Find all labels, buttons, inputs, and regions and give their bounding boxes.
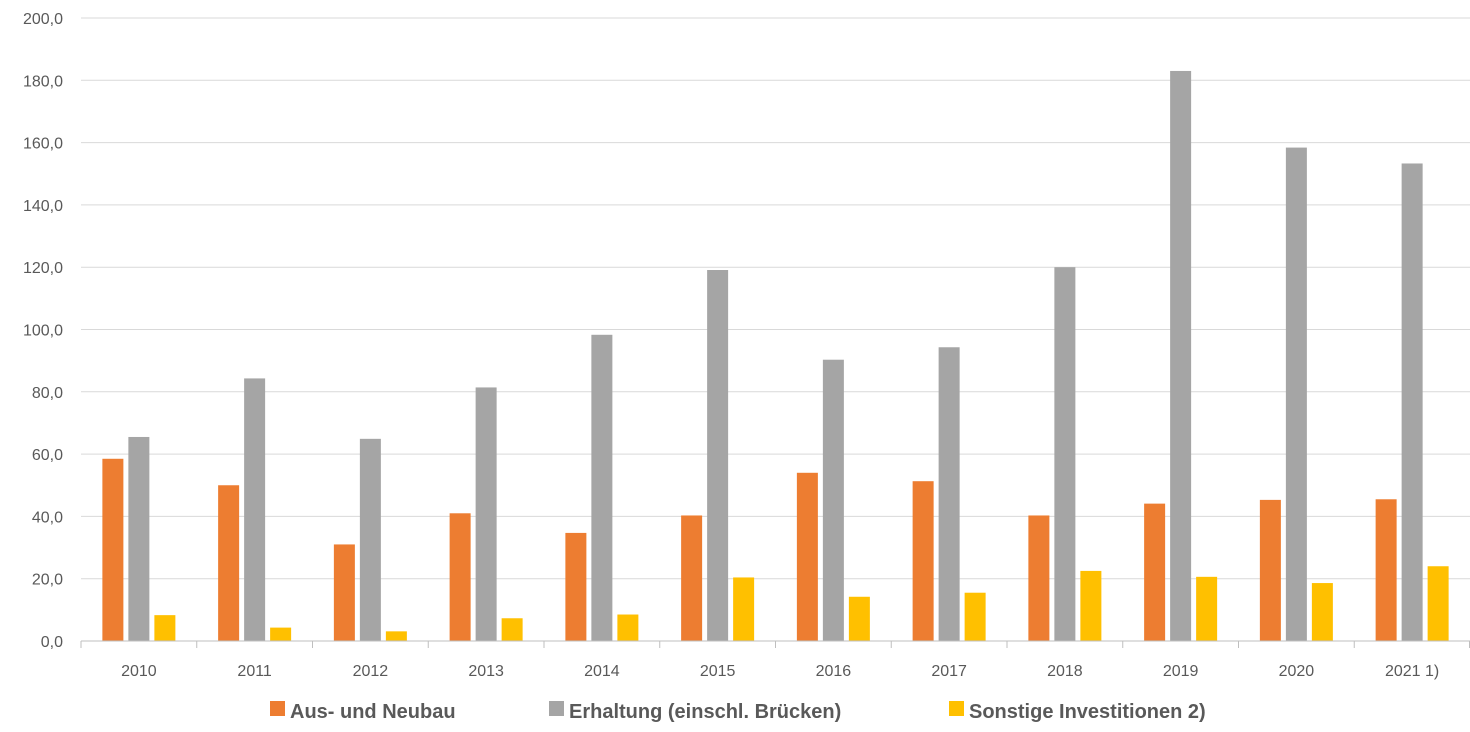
y-tick-label: 40,0 (32, 509, 63, 526)
bar (1311, 583, 1333, 641)
x-tick-label: 2016 (816, 663, 852, 680)
legend: Aus- und Neubau Erhaltung (einschl. Brück… (270, 701, 1206, 723)
x-tick-label: 2019 (1163, 663, 1199, 680)
x-tick-label: 2011 (237, 663, 272, 680)
bar (218, 485, 240, 641)
bar (707, 270, 729, 641)
bar (1054, 267, 1076, 641)
legend-swatch (549, 701, 564, 716)
legend-swatch (949, 701, 964, 716)
x-tick-label: 2012 (353, 663, 389, 680)
x-tick-label: 2017 (931, 663, 967, 680)
y-tick-label: 180,0 (23, 73, 63, 90)
x-axis: 2010 2011 2012 2013 2014 2015 2016 2017 2018 2019… (80, 640, 1470, 680)
bar (128, 436, 150, 641)
bar (475, 387, 497, 641)
bar (244, 378, 266, 641)
bars (102, 70, 1449, 642)
gridlines (81, 17, 1470, 580)
bar (1170, 70, 1192, 641)
bar (617, 614, 639, 641)
bar (102, 458, 124, 641)
x-tick-label: 2020 (1279, 663, 1315, 680)
bar (733, 577, 755, 641)
bar (1375, 499, 1397, 641)
legend-swatch (270, 701, 285, 716)
bar (270, 627, 292, 641)
bar (565, 532, 587, 641)
bar (1080, 570, 1102, 641)
y-tick-label: 80,0 (32, 385, 63, 402)
x-tick-label: 2013 (468, 663, 504, 680)
legend-label: Erhaltung (einschl. Brücken) (569, 701, 841, 723)
bar (938, 347, 960, 641)
bar (822, 359, 844, 641)
bar (796, 472, 818, 641)
y-tick-label: 100,0 (23, 323, 63, 340)
x-tick-label: 2015 (700, 663, 736, 680)
x-tick-label: 2021 1) (1385, 663, 1439, 680)
y-tick-label: 200,0 (23, 11, 63, 28)
bar (449, 513, 471, 641)
bar (333, 544, 355, 641)
bar (681, 515, 703, 641)
legend-label: Aus- und Neubau (290, 701, 456, 723)
y-tick-label: 140,0 (23, 198, 63, 215)
bar (1259, 499, 1281, 641)
y-tick-label: 160,0 (23, 136, 63, 153)
x-tick-label: 2018 (1047, 663, 1083, 680)
y-tick-label: 120,0 (23, 260, 63, 277)
x-tick-label: 2010 (121, 663, 157, 680)
y-tick-label: 0,0 (41, 634, 63, 651)
bar (359, 438, 381, 641)
bar (1196, 576, 1218, 641)
bar (1427, 566, 1449, 641)
bar (1285, 147, 1307, 642)
y-tick-label: 20,0 (32, 572, 63, 589)
y-axis: 0,0 20,0 40,0 60,0 80,0 100,0 120,0 140,0 160,0 1… (23, 11, 63, 651)
bar (1401, 163, 1423, 641)
bar (154, 615, 176, 641)
bar (848, 596, 870, 641)
bar (964, 592, 986, 641)
bar (591, 334, 613, 641)
bar (1144, 503, 1166, 641)
bar (1028, 515, 1050, 641)
x-tick-label: 2014 (584, 663, 620, 680)
bar (501, 618, 523, 641)
legend-label: Sonstige Investitionen 2) (969, 701, 1206, 723)
y-tick-label: 60,0 (32, 447, 63, 464)
bar (385, 631, 407, 641)
bar (912, 481, 934, 641)
